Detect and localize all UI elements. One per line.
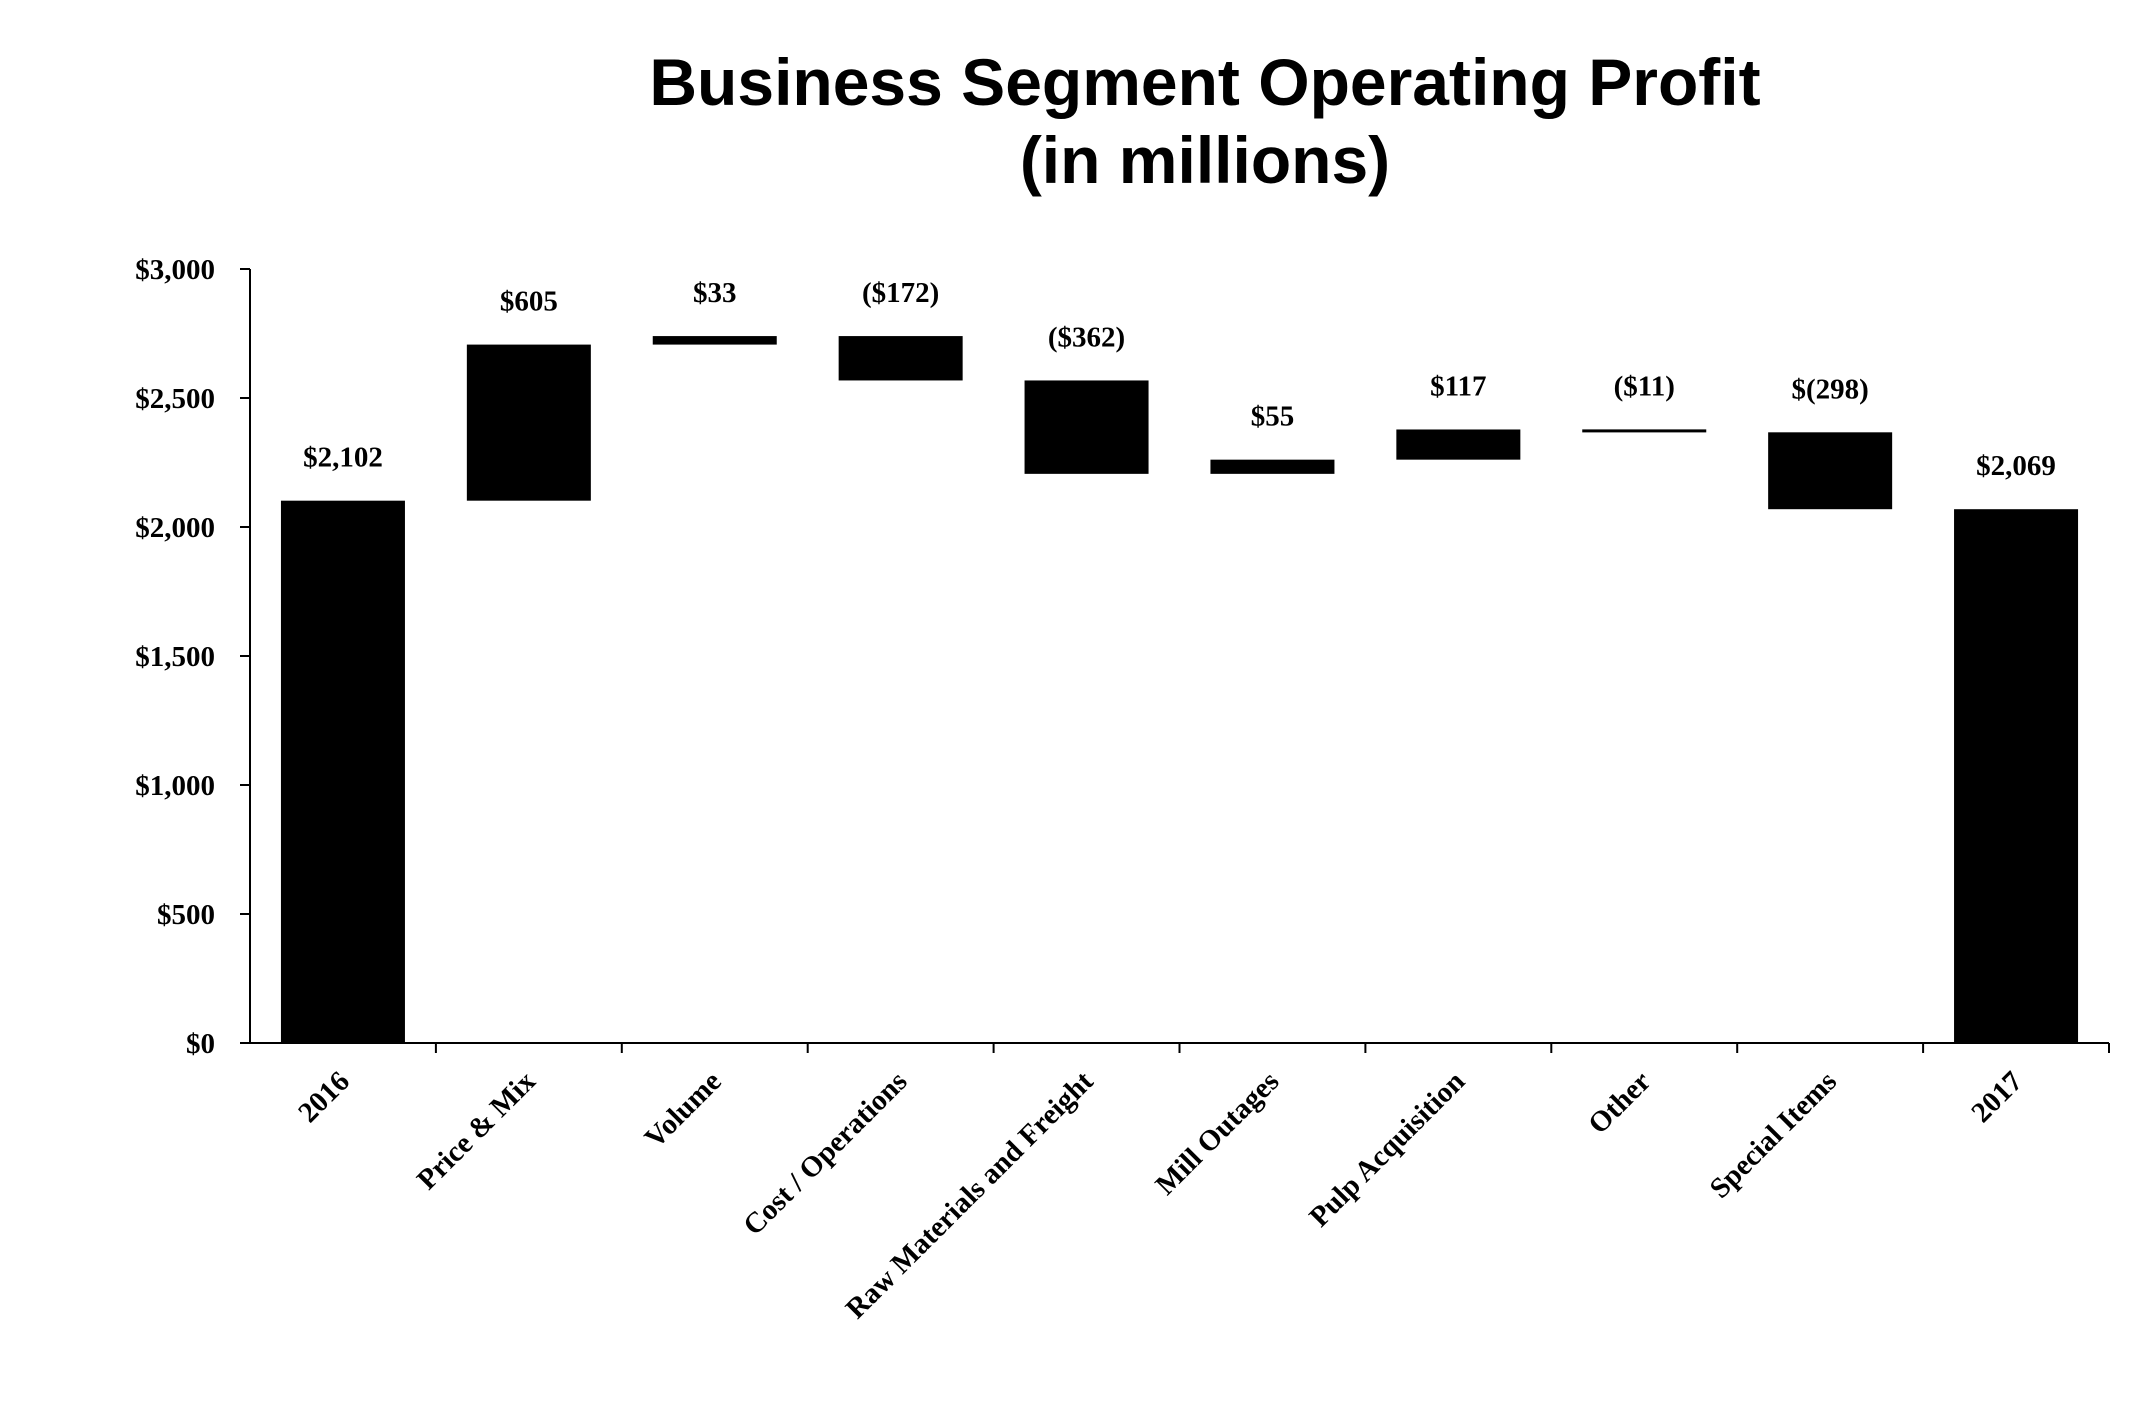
bar-other — [1582, 429, 1707, 433]
data-label: ($11) — [1614, 370, 1675, 402]
bars — [280, 336, 2079, 1044]
data-label: $(298) — [1791, 373, 1868, 405]
bar-volume — [652, 336, 777, 345]
bar-2017 — [1954, 509, 2079, 1043]
data-label: $117 — [1430, 370, 1486, 402]
bar-price-mix — [466, 344, 591, 501]
category-labels: 2016 Price & Mix Volume Cost / OperationsRa… — [292, 1065, 2029, 1325]
bar-special-items — [1768, 432, 1893, 510]
category-label: Cost / Operations — [737, 1065, 913, 1241]
data-label: $33 — [693, 277, 737, 309]
category-label: Mill Outages — [1149, 1065, 1285, 1201]
category-label: Price & Mix — [411, 1065, 542, 1196]
data-label: $2,069 — [1976, 450, 2056, 482]
data-label: $605 — [500, 286, 558, 318]
bar-mill-outages — [1210, 459, 1335, 474]
data-label: $55 — [1251, 401, 1295, 433]
y-tick-label: $3,000 — [135, 254, 215, 286]
y-tick-label: $0 — [186, 1028, 215, 1060]
category-label: Volume — [639, 1065, 728, 1154]
data-label: ($362) — [1048, 321, 1125, 353]
category-label: Pulp Acquisition — [1303, 1065, 1471, 1233]
data-label: ($172) — [862, 277, 939, 309]
y-tick-label: $1,000 — [135, 770, 215, 802]
bar-raw-materials-and-freight — [1024, 380, 1149, 474]
bar-cost-operations — [838, 336, 963, 381]
y-tick-label: $2,500 — [135, 383, 215, 415]
chart-title-line-2: (in millions) — [1020, 123, 1390, 197]
category-label: 2017 — [1965, 1065, 2029, 1129]
data-labels: $2,102 $605 $33 ($172) ($362) $55 $117 ($11) $(2… — [303, 277, 2056, 482]
y-tick-label: $500 — [157, 899, 215, 931]
data-label: $2,102 — [303, 442, 383, 474]
y-tick-label: $1,500 — [135, 641, 215, 673]
chart-title-line-1: Business Segment Operating Profit — [649, 45, 1760, 119]
category-label: Other — [1582, 1065, 1657, 1140]
axes: $0 $500 $1,000 $1,500 $2,000 $2,500 $3,000 — [135, 254, 2110, 1060]
y-tick-label: $2,000 — [135, 512, 215, 544]
category-label: Special Items — [1704, 1065, 1843, 1204]
bar-pulp-acquisition — [1396, 429, 1521, 460]
bar-2016 — [280, 500, 405, 1044]
category-label: 2016 — [292, 1065, 356, 1129]
